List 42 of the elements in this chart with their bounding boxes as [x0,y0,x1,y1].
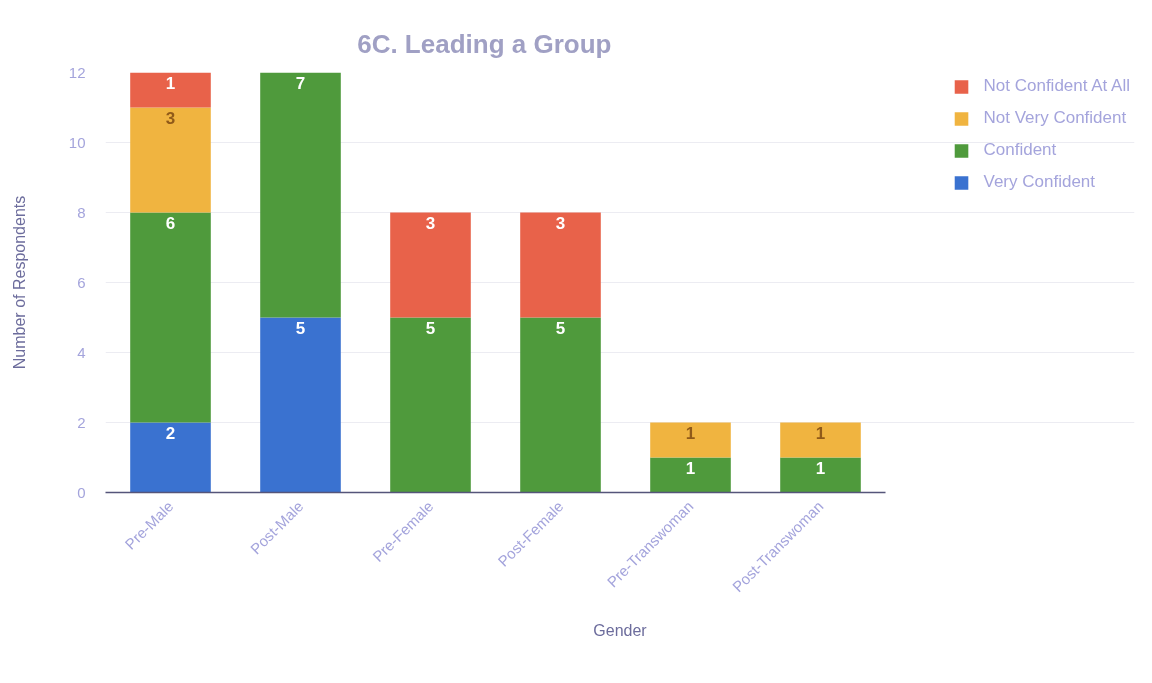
bar [130,107,211,213]
data-label: 7 [295,73,306,93]
data-label: 1 [815,458,826,478]
data-label: 1 [165,73,176,93]
legend-label: Confident [983,140,1057,160]
legend-label: Not Very Confident [983,108,1127,128]
data-label: 1 [685,423,696,443]
bar [130,212,211,423]
chart-title: 6C. Leading a Group [357,28,612,59]
data-label: 3 [425,213,436,233]
legend-label: Not Confident At All [983,76,1130,96]
bar [390,317,471,493]
bar [650,457,731,493]
y-tick-label: 4 [77,343,86,361]
bar [260,317,341,493]
bar [130,422,211,493]
bar [650,422,731,458]
bar [390,212,471,318]
data-label: 6 [165,213,176,233]
data-label: 1 [685,458,696,478]
bar [520,212,601,318]
y-tick-label: 12 [68,63,86,81]
data-label: 5 [425,318,436,338]
data-label: 5 [555,318,566,338]
bar [780,422,861,458]
bar [130,72,211,108]
y-tick-label: 10 [68,133,86,151]
data-label: 3 [555,213,566,233]
y-tick-label: 0 [77,483,86,501]
y-tick-label: 6 [77,273,86,291]
bar [260,72,341,318]
y-axis-title: Number of Respondents [10,195,28,370]
data-label: 3 [165,108,176,128]
data-label: 5 [295,318,306,338]
data-label: 1 [815,423,826,443]
legend-label: Very Confident [983,172,1096,192]
y-tick-label: 2 [77,413,86,431]
bar [780,457,861,493]
bar [520,317,601,493]
x-axis-title: Gender [593,622,648,640]
data-label: 2 [165,423,176,443]
y-tick-label: 8 [77,203,86,221]
